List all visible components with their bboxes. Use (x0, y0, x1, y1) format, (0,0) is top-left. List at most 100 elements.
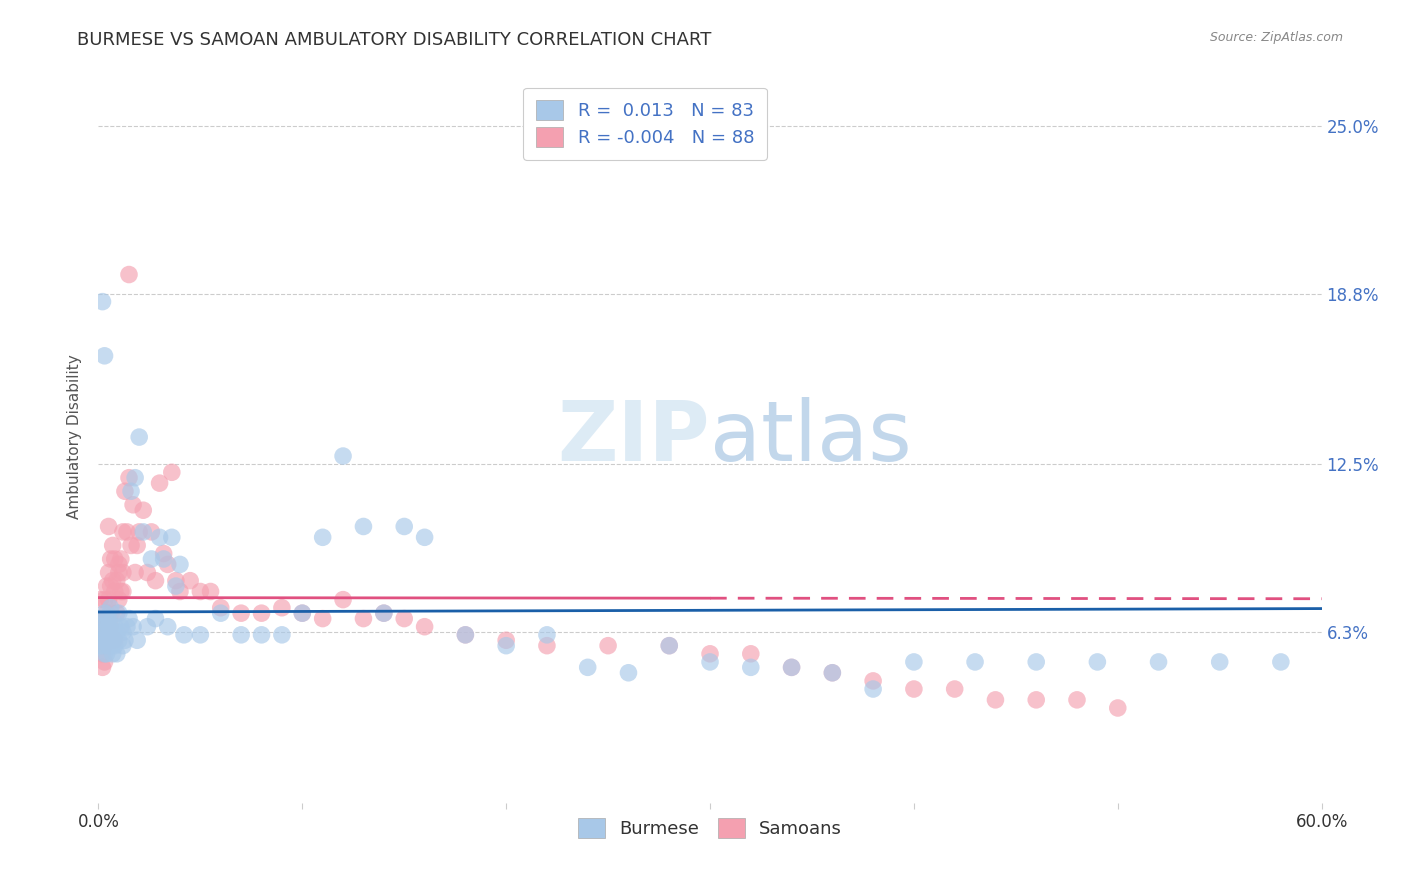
Burmese (1270, 655, 1292, 669)
Text: BURMESE VS SAMOAN AMBULATORY DISABILITY CORRELATION CHART: BURMESE VS SAMOAN AMBULATORY DISABILITY … (77, 31, 711, 49)
Samoans (89, 611, 111, 625)
Burmese (96, 611, 118, 625)
Burmese (101, 611, 124, 625)
Burmese (96, 628, 118, 642)
Burmese (291, 606, 314, 620)
Samoans (392, 611, 416, 625)
Y-axis label: Ambulatory Disability: Ambulatory Disability (67, 355, 83, 519)
Samoans (120, 538, 142, 552)
Burmese (89, 620, 111, 634)
Burmese (91, 639, 114, 653)
Samoans (96, 628, 118, 642)
Burmese (108, 606, 131, 620)
Samoans (132, 503, 155, 517)
Burmese (104, 620, 127, 634)
Samoans (128, 524, 150, 539)
Samoans (209, 600, 232, 615)
Samoans (352, 611, 374, 625)
Burmese (332, 449, 354, 463)
Samoans (104, 633, 127, 648)
Burmese (97, 633, 120, 648)
Samoans (862, 673, 884, 688)
Burmese (145, 611, 167, 625)
Burmese (160, 530, 183, 544)
Burmese (903, 655, 925, 669)
Samoans (89, 592, 111, 607)
Burmese (169, 558, 191, 572)
Burmese (91, 294, 114, 309)
Burmese (152, 552, 174, 566)
Burmese (270, 628, 294, 642)
Samoans (101, 574, 124, 588)
Burmese (1025, 655, 1047, 669)
Burmese (100, 600, 122, 615)
Burmese (136, 620, 159, 634)
Burmese (101, 633, 124, 648)
Samoans (118, 471, 141, 485)
Samoans (108, 558, 131, 572)
Burmese (352, 519, 374, 533)
Burmese (1085, 655, 1108, 669)
Samoans (156, 558, 179, 572)
Samoans (91, 660, 114, 674)
Burmese (97, 611, 120, 625)
Burmese (413, 530, 436, 544)
Samoans (114, 484, 136, 499)
Samoans (984, 693, 1007, 707)
Samoans (105, 606, 128, 620)
Samoans (105, 574, 128, 588)
Samoans (100, 606, 122, 620)
Samoans (658, 639, 681, 653)
Burmese (124, 471, 146, 485)
Burmese (96, 647, 118, 661)
Samoans (169, 584, 191, 599)
Burmese (114, 633, 136, 648)
Burmese (104, 639, 127, 653)
Burmese (536, 628, 558, 642)
Burmese (93, 647, 115, 661)
Burmese (149, 530, 172, 544)
Samoans (699, 647, 721, 661)
Burmese (128, 430, 150, 444)
Burmese (1209, 655, 1232, 669)
Samoans (1025, 693, 1047, 707)
Burmese (105, 647, 128, 661)
Burmese (127, 633, 149, 648)
Burmese (231, 628, 253, 642)
Burmese (100, 625, 122, 640)
Samoans (110, 584, 132, 599)
Burmese (173, 628, 195, 642)
Legend: Burmese, Samoans: Burmese, Samoans (571, 811, 849, 845)
Text: Source: ZipAtlas.com: Source: ZipAtlas.com (1209, 31, 1343, 45)
Samoans (179, 574, 201, 588)
Samoans (111, 524, 134, 539)
Samoans (454, 628, 477, 642)
Samoans (100, 620, 122, 634)
Burmese (576, 660, 599, 674)
Samoans (108, 566, 131, 580)
Samoans (104, 552, 127, 566)
Samoans (108, 592, 131, 607)
Burmese (93, 349, 115, 363)
Burmese (495, 639, 517, 653)
Samoans (413, 620, 436, 634)
Samoans (903, 681, 925, 696)
Burmese (165, 579, 187, 593)
Burmese (93, 633, 115, 648)
Samoans (821, 665, 844, 680)
Samoans (96, 579, 118, 593)
Burmese (1147, 655, 1170, 669)
Samoans (943, 681, 966, 696)
Samoans (93, 592, 115, 607)
Burmese (100, 639, 122, 653)
Burmese (780, 660, 803, 674)
Burmese (97, 620, 120, 634)
Burmese (111, 625, 134, 640)
Samoans (91, 647, 114, 661)
Burmese (122, 620, 145, 634)
Burmese (141, 552, 163, 566)
Burmese (740, 660, 762, 674)
Burmese (250, 628, 273, 642)
Samoans (160, 465, 183, 479)
Samoans (312, 611, 335, 625)
